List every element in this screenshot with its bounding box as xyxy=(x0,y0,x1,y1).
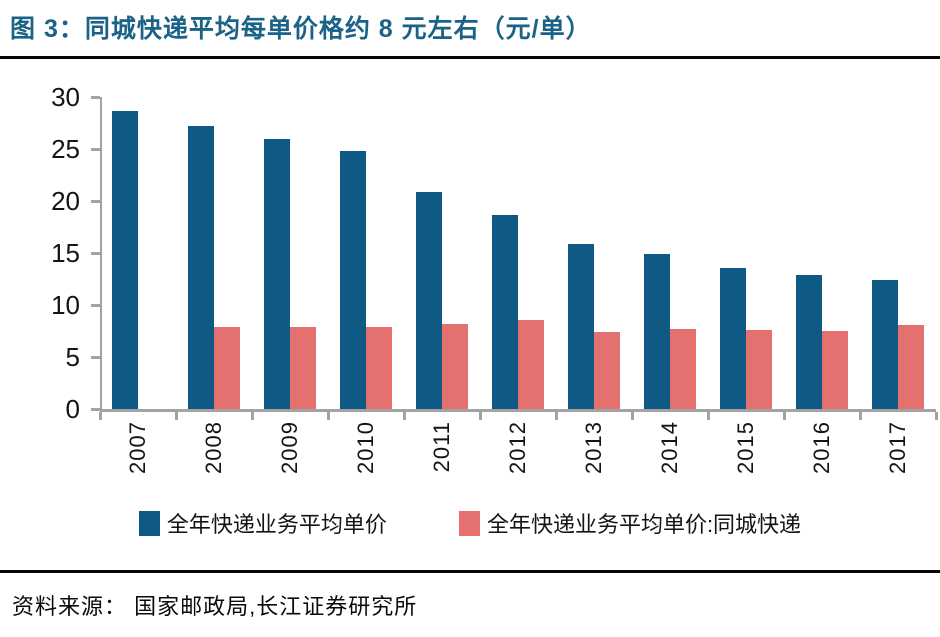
plot-area xyxy=(100,97,936,409)
bar-group xyxy=(252,97,328,409)
y-tick-mark xyxy=(91,252,100,255)
x-tick-mark xyxy=(175,412,178,420)
bar-group xyxy=(480,97,556,409)
bar-group xyxy=(556,97,632,409)
x-tick-mark xyxy=(707,412,710,420)
bar-group xyxy=(100,97,176,409)
x-tick-mark xyxy=(251,412,254,420)
x-label-slot: 2013 xyxy=(556,421,632,506)
y-tick-mark xyxy=(91,408,100,411)
bar-全年快递业务平均单价:同城快递 xyxy=(670,329,696,409)
bar-全年快递业务平均单价:同城快递 xyxy=(442,324,468,409)
x-axis-line xyxy=(100,409,936,412)
x-tick-label: 2009 xyxy=(277,421,302,474)
x-tick-mark xyxy=(555,412,558,420)
bar-group xyxy=(176,97,252,409)
x-tick-mark xyxy=(859,412,862,420)
x-tick-mark xyxy=(631,412,634,420)
legend-label: 全年快递业务平均单价:同城快递 xyxy=(486,512,802,537)
bar-group xyxy=(404,97,480,409)
x-tick-mark xyxy=(783,412,786,420)
bar-全年快递业务平均单价 xyxy=(340,151,366,409)
bar-group xyxy=(328,97,404,409)
x-label-slot: 2008 xyxy=(176,421,252,506)
legend-label: 全年快递业务平均单价 xyxy=(166,512,387,537)
x-tick-label: 2016 xyxy=(809,421,834,474)
x-tick-label: 2014 xyxy=(657,421,682,474)
bar-全年快递业务平均单价:同城快递 xyxy=(290,327,316,409)
legend-item: 全年快递业务平均单价:同城快递 xyxy=(458,507,802,539)
y-tick-label: 30 xyxy=(51,82,80,112)
bar-全年快递业务平均单价 xyxy=(568,244,594,409)
y-tick-mark xyxy=(91,96,100,99)
title-divider xyxy=(0,56,940,59)
x-label-slot: 2011 xyxy=(404,421,480,506)
bar-全年快递业务平均单价:同城快递 xyxy=(822,331,848,409)
bar-全年快递业务平均单价 xyxy=(112,111,138,409)
x-tick-mark xyxy=(99,412,102,420)
x-tick-mark xyxy=(479,412,482,420)
y-tick-mark xyxy=(91,304,100,307)
y-tick-mark xyxy=(91,356,100,359)
bar-group xyxy=(860,97,936,409)
bar-全年快递业务平均单价 xyxy=(644,254,670,409)
bar-全年快递业务平均单价 xyxy=(264,139,290,409)
legend-item: 全年快递业务平均单价 xyxy=(138,507,387,539)
x-label-slot: 2015 xyxy=(708,421,784,506)
bar-group xyxy=(632,97,708,409)
x-tick-mark xyxy=(327,412,330,420)
x-tick-label: 2015 xyxy=(733,421,758,474)
bar-group xyxy=(784,97,860,409)
x-tick-label: 2011 xyxy=(429,421,454,473)
y-tick-mark xyxy=(91,148,100,151)
x-label-slot: 2007 xyxy=(100,421,176,506)
bar-全年快递业务平均单价:同城快递 xyxy=(214,327,240,409)
bar-全年快递业务平均单价 xyxy=(720,268,746,409)
source-note: 资料来源： 国家邮政局,长江证券研究所 xyxy=(12,594,418,619)
x-tick-mark xyxy=(403,412,406,420)
bar-全年快递业务平均单价 xyxy=(188,126,214,409)
y-tick-mark xyxy=(91,200,100,203)
y-tick-label: 15 xyxy=(51,238,80,268)
x-tick-label: 2008 xyxy=(201,421,226,474)
x-tick-mark xyxy=(935,412,938,420)
x-label-slot: 2014 xyxy=(632,421,708,506)
y-tick-label: 0 xyxy=(65,394,80,424)
legend: 全年快递业务平均单价 全年快递业务平均单价:同城快递 xyxy=(0,507,940,539)
x-label-slot: 2009 xyxy=(252,421,328,506)
bar-group xyxy=(708,97,784,409)
bar-全年快递业务平均单价:同城快递 xyxy=(594,332,620,409)
y-tick-label: 5 xyxy=(65,342,80,372)
bar-全年快递业务平均单价 xyxy=(416,192,442,409)
bar-全年快递业务平均单价:同城快递 xyxy=(898,325,924,409)
y-tick-label: 10 xyxy=(51,290,80,320)
figure-card: 图 3：同城快递平均每单价格约 8 元左右（元/单） 0 5 10 15 20 25 30 … xyxy=(0,15,940,619)
y-axis-line xyxy=(100,97,102,412)
x-label-slot: 2012 xyxy=(480,421,556,506)
bar-全年快递业务平均单价:同城快递 xyxy=(366,327,392,409)
x-tick-label: 2013 xyxy=(581,421,606,474)
x-label-slot: 2010 xyxy=(328,421,404,506)
x-tick-label: 2012 xyxy=(505,421,530,474)
legend-swatch xyxy=(458,510,480,536)
bar-全年快递业务平均单价:同城快递 xyxy=(746,330,772,409)
x-tick-label: 2007 xyxy=(125,421,150,474)
bar-全年快递业务平均单价 xyxy=(796,275,822,409)
x-tick-label: 2010 xyxy=(353,421,378,474)
y-tick-label: 20 xyxy=(51,186,80,216)
chart-title: 图 3：同城快递平均每单价格约 8 元左右（元/单） xyxy=(10,15,592,43)
x-tick-label: 2017 xyxy=(885,421,910,474)
bar-全年快递业务平均单价:同城快递 xyxy=(518,320,544,409)
bar-全年快递业务平均单价 xyxy=(492,215,518,409)
footer-divider xyxy=(0,570,940,573)
x-label-slot: 2016 xyxy=(784,421,860,506)
x-label-slot: 2017 xyxy=(860,421,936,506)
legend-swatch xyxy=(138,510,160,536)
y-tick-label: 25 xyxy=(51,134,80,164)
bar-全年快递业务平均单价 xyxy=(872,280,898,409)
